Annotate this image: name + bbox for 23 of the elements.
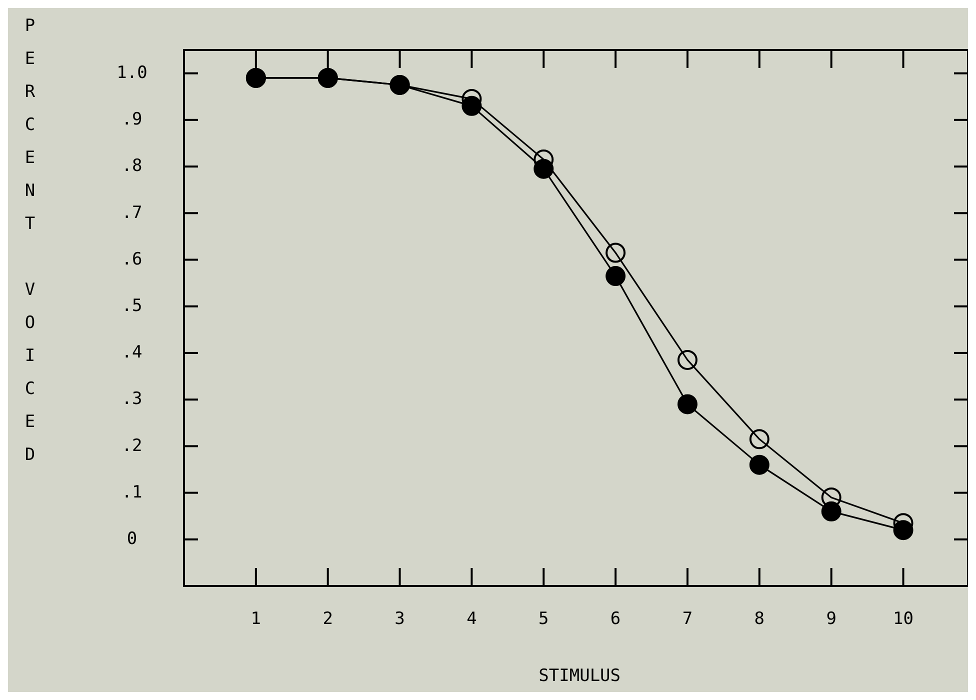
- y-tick-label: .6: [122, 249, 142, 270]
- x-tick-label: 5: [538, 609, 549, 629]
- x-tick-label: 2: [322, 609, 333, 629]
- x-tick-label: 4: [466, 609, 477, 629]
- y-tick-label: .5: [122, 296, 142, 316]
- y-tick-label: .3: [122, 389, 142, 410]
- y-tick-label: 0: [126, 529, 138, 550]
- x-axis-title: STIMULUS: [538, 666, 621, 686]
- y-tick-label: .7: [122, 202, 142, 223]
- x-tick-label: 10: [893, 609, 914, 629]
- y-tick-label: 1.0: [116, 62, 148, 83]
- x-tick-label: 6: [610, 609, 621, 629]
- y-tick-label: .9: [122, 110, 142, 130]
- x-tick-label: 9: [826, 609, 836, 629]
- y-tick-label: .8: [122, 156, 142, 176]
- x-tick-label: 7: [682, 609, 693, 629]
- y-tick-label: .2: [122, 436, 142, 456]
- y-tick-label: .4: [122, 342, 142, 363]
- y-axis-title: PERCENT VOICED: [20, 16, 40, 478]
- x-tick-label: 8: [754, 609, 765, 629]
- x-tick-label: 3: [394, 609, 405, 629]
- y-tick-label: .1: [122, 482, 142, 502]
- x-tick-label: 1: [250, 609, 262, 629]
